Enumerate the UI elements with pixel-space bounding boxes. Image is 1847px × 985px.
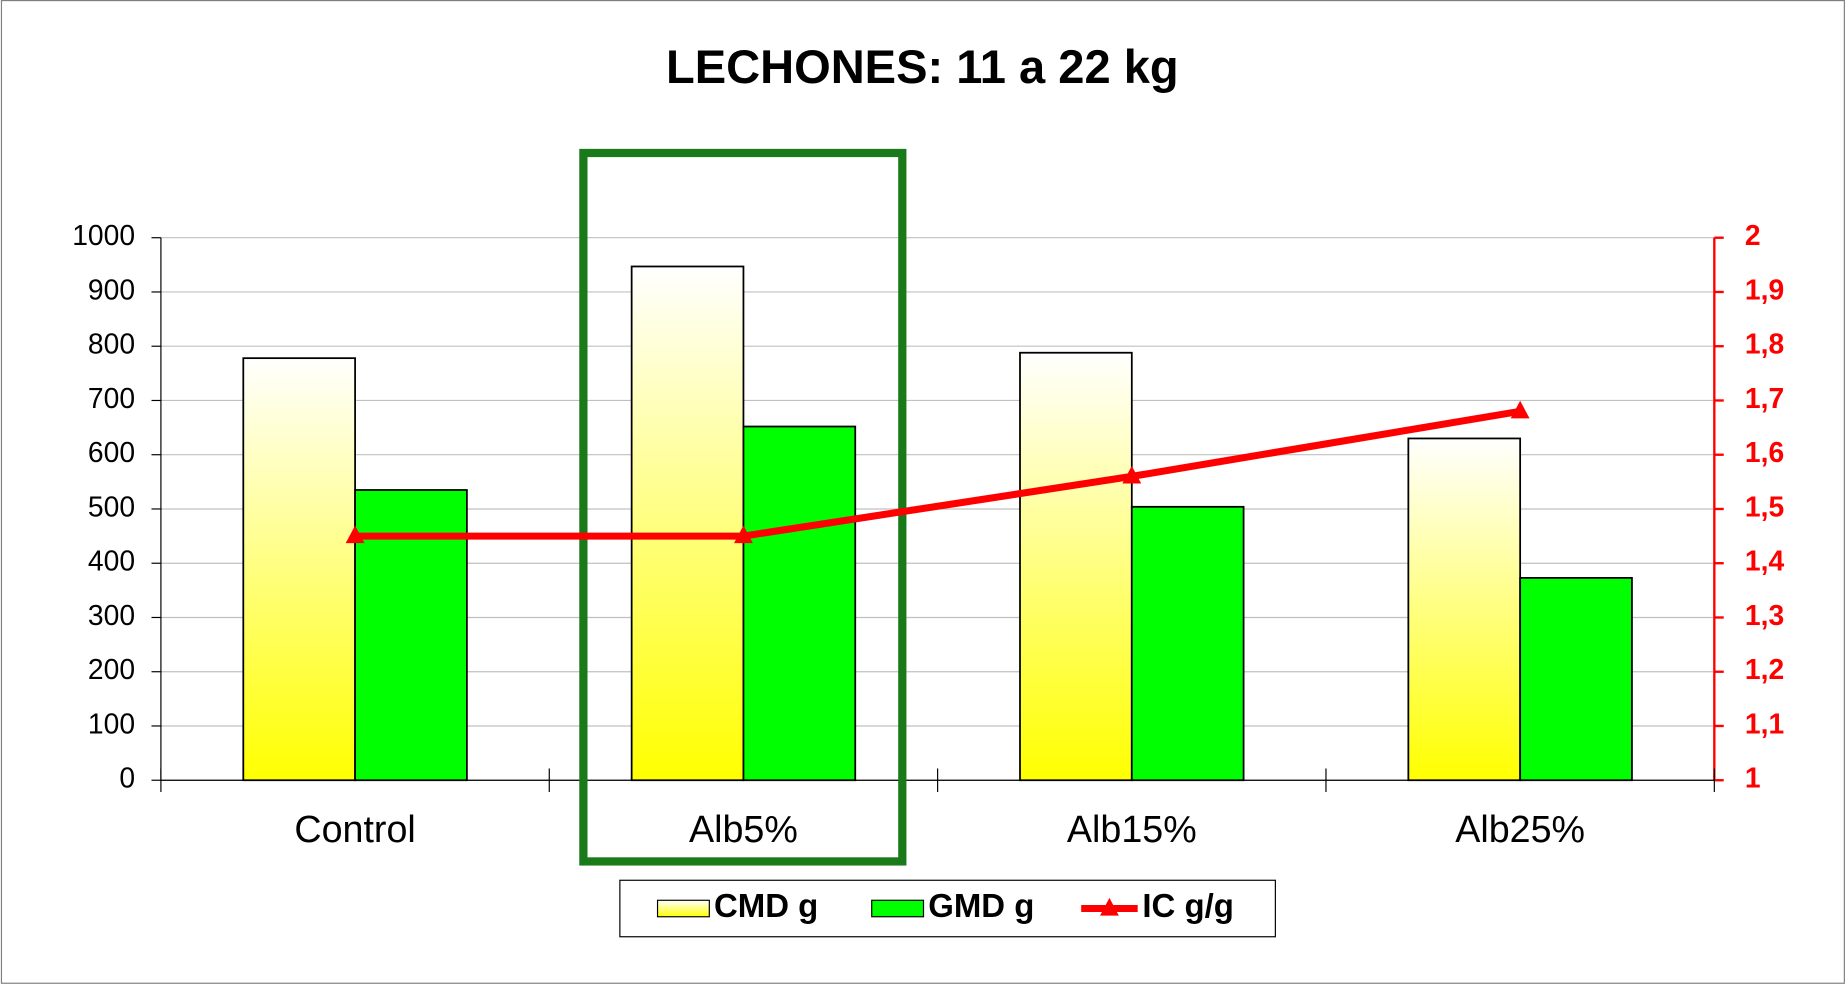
line [355,407,1521,540]
x-tick-label: Alb5% [689,808,798,850]
y-tick-label: 200 [88,653,135,685]
legend-label: IC g/g [1142,887,1233,924]
x-tick-label: Alb15% [1067,808,1197,850]
x-tick-label: Control [294,808,415,850]
y2-tick-label: 1,9 [1745,273,1784,305]
bar [242,357,356,782]
highlight-box [579,148,907,866]
y2-tick-label: 1,8 [1745,328,1784,360]
y-tick-label: 400 [88,545,135,577]
y-tick-label: 500 [88,490,135,522]
y-tick-label: 100 [88,707,135,739]
legend-swatch [656,899,710,918]
line-marker [345,525,365,544]
chart-title: LECHONES: 11 a 22 kg [666,40,1179,93]
y-tick-label: 600 [88,436,135,468]
y-tick-label: 700 [88,382,135,414]
legend-label: GMD g [928,887,1034,924]
line-marker [734,525,753,544]
y-tick-label: 0 [119,762,135,794]
y2-tick-label: 1,5 [1745,490,1784,522]
y-tick-label: 800 [88,328,135,360]
y-tick-label: 900 [88,273,135,305]
legend-box [619,879,1276,938]
y2-tick-label: 1,7 [1745,382,1784,414]
y2-tick-label: 1,2 [1745,653,1784,685]
legend-label: CMD g [714,887,818,924]
legend-marker [1100,897,1119,916]
legend-swatch [871,899,925,918]
y2-tick-label: 1,1 [1745,707,1784,739]
bar [1407,437,1522,782]
bar [1019,351,1133,782]
bar [1519,576,1633,782]
y-tick-label: 300 [88,599,135,631]
bar [742,425,857,782]
bar [630,265,745,782]
y2-tick-label: 1,4 [1745,545,1785,577]
y2-tick-label: 1,3 [1745,599,1784,631]
line-marker [1510,400,1530,419]
line-marker [1122,465,1142,484]
x-tick-label: Alb25% [1455,808,1585,850]
bar [1130,505,1245,782]
y2-tick-label: 1 [1745,762,1761,794]
y-tick-label: 1000 [72,219,135,251]
y2-tick-label: 1,6 [1745,436,1784,468]
y2-tick-label: 2 [1745,219,1761,251]
